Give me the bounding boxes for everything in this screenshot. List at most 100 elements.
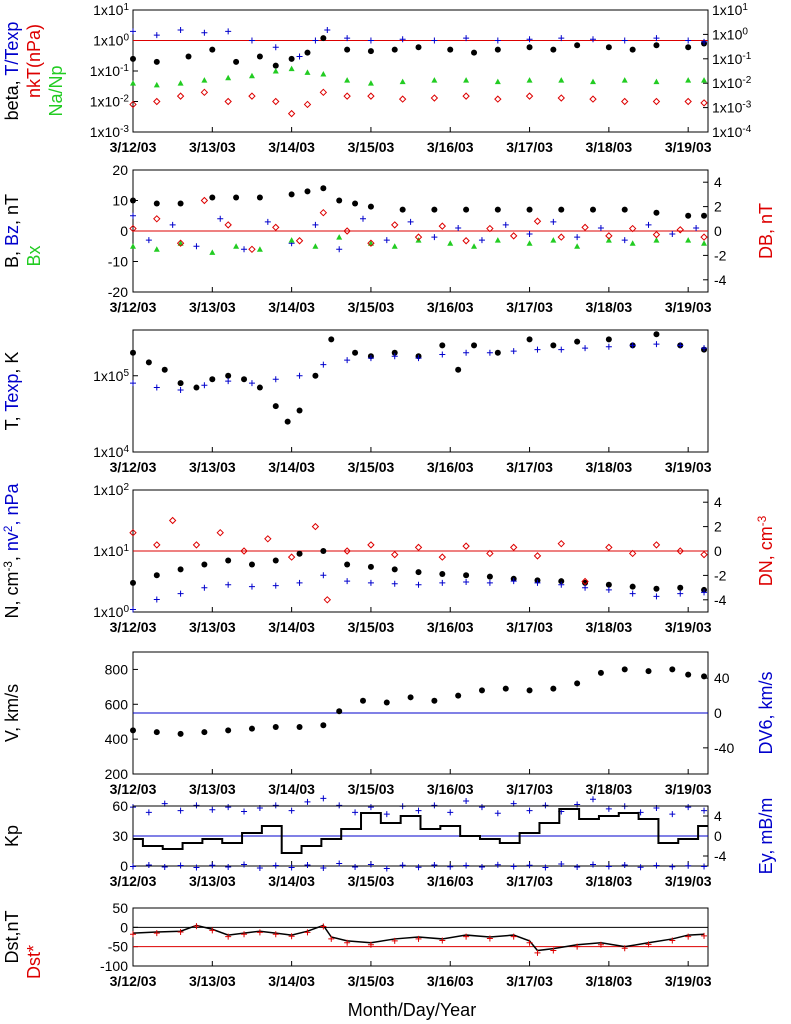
ytick-label-p4-0: 1x102 <box>93 482 129 499</box>
ylabel-p2-part-1: Bz <box>2 225 22 246</box>
y2tick-mant-p1-1: 1x10 <box>712 26 743 42</box>
point-p4-DN-8 <box>311 522 320 531</box>
point-p7-Dst*-24 <box>574 943 581 950</box>
series-p4-nv2 <box>130 572 708 613</box>
point-p1-Na/Np-15 <box>494 78 501 85</box>
point-p2-B-9 <box>336 197 343 204</box>
point-p3-Texp-19 <box>582 345 589 352</box>
date-label-p4-3: 3/15/03 <box>348 619 395 635</box>
point-p5-DV6-1 <box>145 809 152 816</box>
point-p3-T-20 <box>471 342 478 349</box>
point-p3-Texp-18 <box>558 346 565 353</box>
ytick-mant-p1-0: 1x10 <box>93 2 124 18</box>
point-p5-V-18 <box>550 685 557 692</box>
point-p2-B-4 <box>233 194 240 201</box>
series-p6-Ey <box>130 860 708 872</box>
point-p4-DN-9 <box>323 596 332 604</box>
date-label-p7-4: 3/16/03 <box>427 973 474 989</box>
date-label-p2-5: 3/17/03 <box>506 299 553 315</box>
point-p2-B-1 <box>153 200 160 207</box>
date-label-p3-4: 3/16/03 <box>427 459 474 475</box>
point-p3-Texp-22 <box>653 341 660 348</box>
point-p2-DB-3 <box>200 196 209 205</box>
y2tick-label-p6-0: 4 <box>714 808 722 824</box>
point-p5-DV6-4 <box>193 802 200 809</box>
ytick-mant-p4-2: 1x10 <box>93 604 124 620</box>
point-p2-Bz-12 <box>407 218 414 225</box>
point-p1-beta-4 <box>233 58 240 65</box>
point-p4-nv2-5 <box>248 583 255 590</box>
point-p4-nv2-18 <box>558 581 565 588</box>
point-p5-V-24 <box>685 671 692 678</box>
ytick-mant-p1-1: 1x10 <box>93 33 124 49</box>
point-p2-Bz-17 <box>526 231 533 238</box>
ylabel2-p5-part-0: DV6, km/s <box>756 671 776 754</box>
point-p5-V-3 <box>201 729 208 736</box>
date-label-p1-3: 3/15/03 <box>348 139 395 155</box>
date-label-p2-2: 3/14/03 <box>268 299 315 315</box>
point-p4-N-15 <box>486 573 493 580</box>
point-p2-DB-17 <box>533 217 542 225</box>
point-p1-T/Texp-13 <box>431 37 438 44</box>
date-label-p3-6: 3/18/03 <box>586 459 633 475</box>
point-p6-Ey-7 <box>241 861 248 868</box>
point-p1-beta-18 <box>550 46 557 53</box>
point-p4-nv2-20 <box>605 586 612 593</box>
ylabel2-p1-part-0: nkT(nPa) <box>24 24 44 98</box>
point-p3-T-13 <box>328 336 335 343</box>
point-p6-Ey-14 <box>352 864 359 870</box>
point-p4-nv2-8 <box>320 572 327 579</box>
point-p2-Bz-16 <box>502 221 509 228</box>
point-p3-Texp-16 <box>510 348 517 355</box>
point-p2-Bx-19 <box>629 240 636 246</box>
point-p1-Na/Np-12 <box>399 78 406 85</box>
ytick-label-p2-2: 0 <box>120 223 128 239</box>
ytick-exp-p4-0: 2 <box>123 482 129 493</box>
point-p5-DV6-20 <box>447 809 454 816</box>
point-p2-Bx-13 <box>471 243 478 249</box>
point-p5-DV6-9 <box>272 802 279 809</box>
point-p6-Ey-27 <box>558 861 565 867</box>
ytick-mant-p4-1: 1x10 <box>93 543 124 559</box>
point-p1-T/Texp-21 <box>685 37 692 44</box>
point-p3-T-4 <box>193 384 200 391</box>
y2tick-label-p2-0: 4 <box>714 174 722 190</box>
point-p2-DB-19 <box>581 223 589 232</box>
series-p2-DB <box>129 196 708 254</box>
ytick-label-p3-1: 1x104 <box>93 444 129 461</box>
point-p5-V-4 <box>225 727 232 734</box>
point-p6-Ey-16 <box>383 865 390 872</box>
point-p1-Na/Np-11 <box>367 80 374 86</box>
y2tick-label-p2-4: -4 <box>714 272 727 288</box>
point-p1-beta-21 <box>629 46 636 53</box>
ylabel-p1-part-1: T/Texp <box>2 22 22 76</box>
point-p5-DV6-36 <box>701 807 708 814</box>
ytick-label-p1-2: 1x10-1 <box>90 63 130 80</box>
point-p3-Texp-15 <box>486 349 493 356</box>
series-p2-Bx <box>130 234 708 255</box>
point-p1-T/Texp-11 <box>367 37 374 44</box>
point-p4-N-20 <box>605 581 612 588</box>
point-p5-V-13 <box>431 697 438 704</box>
point-p5-V-22 <box>645 668 652 675</box>
ylabel-p4-part-5: , nPa <box>2 483 22 526</box>
date-label-p3-5: 3/17/03 <box>506 459 553 475</box>
point-p3-Texp-9 <box>344 357 351 364</box>
ytick-label-p1-0: 1x101 <box>93 2 129 19</box>
point-p1-nkT-2 <box>176 92 185 100</box>
point-p3-T-3 <box>177 380 184 387</box>
point-p7-Dst*-0 <box>130 931 136 938</box>
point-p7-Dst*-16 <box>415 935 422 942</box>
point-p4-DN-25 <box>700 550 708 559</box>
point-p6-Ey-32 <box>637 864 644 871</box>
point-p5-DV6-16 <box>383 811 390 818</box>
point-p7-Dst*-29 <box>685 933 692 940</box>
point-p7-Dst*-17 <box>439 937 446 944</box>
point-p1-T/Texp-4 <box>225 28 232 35</box>
point-p4-nv2-17 <box>534 579 541 586</box>
series-p1-Na/Np <box>130 65 708 88</box>
y2tick-label-p2-3: -2 <box>714 247 727 263</box>
